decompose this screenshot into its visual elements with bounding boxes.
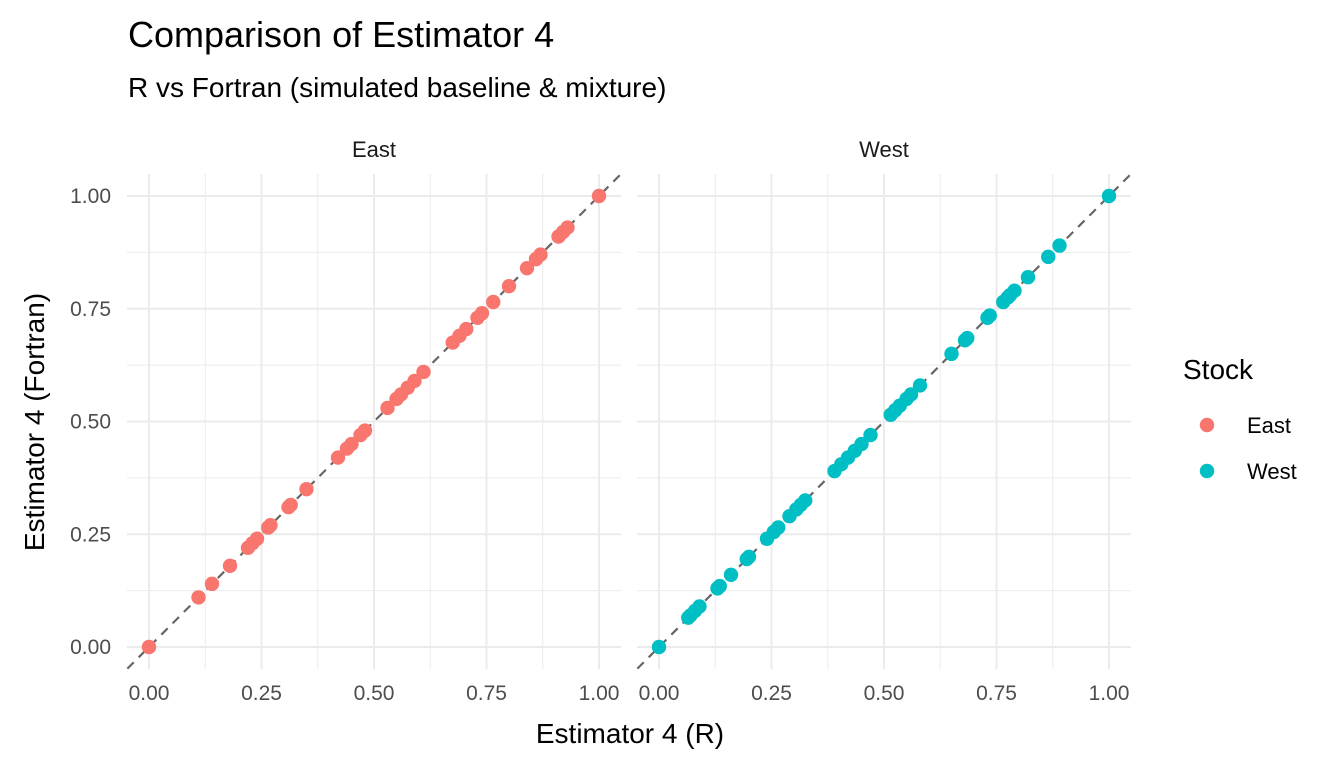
y-axis-title: Estimator 4 (Fortran) [19,293,50,551]
legend-label: East [1247,413,1291,438]
x-tick-label: 0.50 [354,682,395,705]
data-point-west [651,639,667,655]
data-point-east [459,321,474,337]
facet-panel-east: East 0.00 0.25 0.50 0.75 1.00 [126,137,622,705]
data-point-east [191,590,206,605]
data-point-west [1052,238,1067,253]
data-point-west [863,427,878,443]
data-point-west [960,330,975,346]
data-point-east [533,247,548,262]
data-point-west [944,346,959,362]
data-point-east [204,576,220,592]
data-point-west [712,578,727,594]
data-point-west [692,599,707,614]
x-tick-label: 0.50 [864,682,905,705]
y-tick-label: 0.25 [70,523,111,546]
chart-subtitle: R vs Fortran (simulated baseline & mixtu… [128,72,666,103]
data-point-east [486,294,501,310]
legend-label: West [1247,459,1297,484]
legend-key-dot [1199,463,1215,479]
data-point-east [591,188,607,204]
data-point-west [854,436,869,452]
y-axis-ticks: 0.00 0.25 0.50 0.75 1.00 [70,185,111,659]
y-tick-label: 1.00 [70,185,111,208]
data-point-east [519,260,535,276]
data-point-west [912,378,928,393]
data-point-east [344,436,359,452]
facet-panel-west: West 0.00 0.25 0.50 0.75 1.00 [636,137,1132,705]
data-point-east [407,373,422,389]
data-point-east [263,518,278,533]
data-point-west [723,567,739,583]
data-point-east [249,531,265,546]
data-point-west [1007,283,1022,298]
data-point-west [1041,249,1056,265]
data-point-east [474,306,490,321]
data-point-east [560,220,575,235]
facet-strip-label: West [859,137,909,162]
data-point-west [1101,188,1117,204]
data-point-west [741,549,757,564]
data-point-west [982,308,997,323]
legend-key-dot [1199,417,1215,433]
data-point-east [357,423,373,438]
data-point-east [141,639,157,655]
x-tick-label: 0.75 [976,682,1017,705]
facet-strip-label: East [352,137,396,162]
legend-item-west: West [1199,459,1297,484]
data-point-west [771,520,786,535]
data-point-east [416,364,431,380]
data-point-west [1020,269,1036,285]
facet-panels: East 0.00 0.25 0.50 0.75 1.00 West 0.00 0.25 0.50… [126,137,1132,705]
data-point-east [501,279,517,294]
y-tick-label: 0.50 [70,411,111,434]
data-point-west [798,493,813,508]
data-point-west [903,387,919,402]
x-tick-label: 1.00 [579,682,620,705]
x-tick-label: 0.25 [751,682,792,705]
data-point-east [283,497,298,513]
legend-item-east: East [1199,413,1291,438]
x-tick-label: 1.00 [1089,682,1130,705]
y-tick-label: 0.75 [70,298,111,321]
x-tick-label: 0.00 [129,682,170,705]
data-point-east [380,400,395,416]
x-tick-label: 0.75 [466,682,507,705]
x-tick-label: 0.25 [241,682,282,705]
data-point-east [222,558,238,574]
data-point-east [330,450,346,465]
data-point-east [299,481,314,497]
legend: Stock East West [1183,354,1297,484]
x-tick-label: 0.00 [639,682,680,705]
chart-title: Comparison of Estimator 4 [128,14,554,55]
legend-title: Stock [1183,354,1254,385]
x-axis-title: Estimator 4 (R) [536,718,724,749]
y-tick-label: 0.00 [70,636,111,659]
